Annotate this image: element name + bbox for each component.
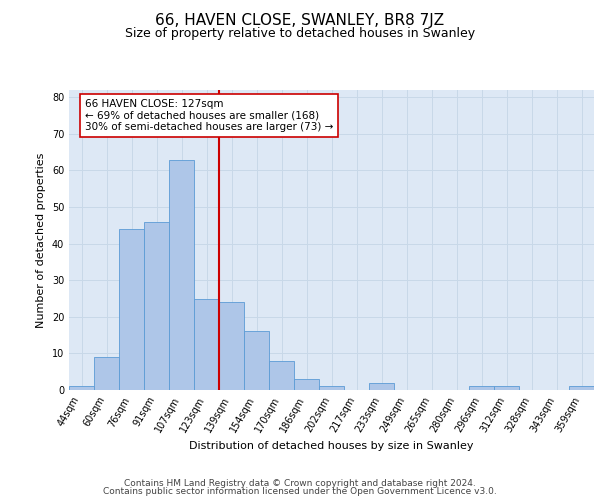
Bar xyxy=(569,386,594,390)
Text: 66 HAVEN CLOSE: 127sqm
← 69% of detached houses are smaller (168)
30% of semi-de: 66 HAVEN CLOSE: 127sqm ← 69% of detached… xyxy=(85,99,333,132)
Text: Contains HM Land Registry data © Crown copyright and database right 2024.: Contains HM Land Registry data © Crown c… xyxy=(124,478,476,488)
X-axis label: Distribution of detached houses by size in Swanley: Distribution of detached houses by size … xyxy=(189,441,474,451)
Bar xyxy=(219,302,244,390)
Text: Size of property relative to detached houses in Swanley: Size of property relative to detached ho… xyxy=(125,28,475,40)
Bar xyxy=(119,229,144,390)
Bar xyxy=(294,379,319,390)
Bar xyxy=(94,357,119,390)
Text: 66, HAVEN CLOSE, SWANLEY, BR8 7JZ: 66, HAVEN CLOSE, SWANLEY, BR8 7JZ xyxy=(155,12,445,28)
Bar xyxy=(144,222,169,390)
Bar xyxy=(494,386,519,390)
Bar xyxy=(244,332,269,390)
Bar xyxy=(69,386,94,390)
Bar xyxy=(469,386,494,390)
Bar xyxy=(269,360,294,390)
Bar xyxy=(319,386,344,390)
Bar xyxy=(169,160,194,390)
Bar xyxy=(369,382,394,390)
Y-axis label: Number of detached properties: Number of detached properties xyxy=(36,152,46,328)
Text: Contains public sector information licensed under the Open Government Licence v3: Contains public sector information licen… xyxy=(103,487,497,496)
Bar xyxy=(194,298,219,390)
